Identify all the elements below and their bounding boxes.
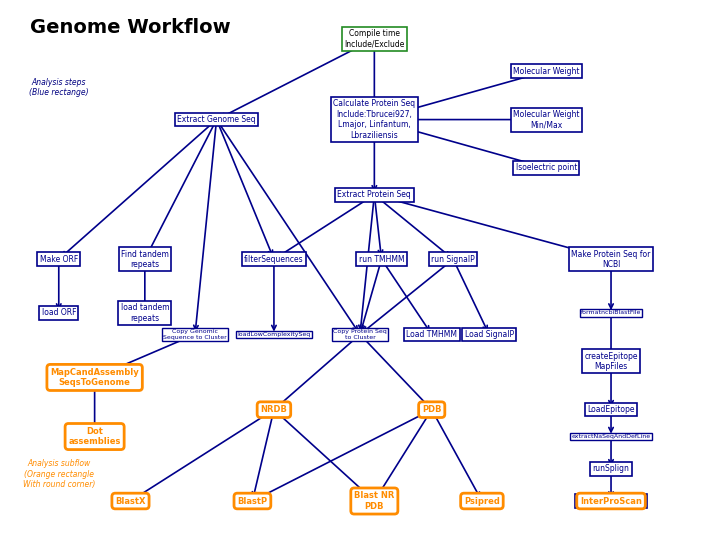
Text: runSplign: runSplign [593,464,629,473]
Text: Analysis steps
(Blue rectange): Analysis steps (Blue rectange) [29,78,89,97]
Text: BlastX: BlastX [115,496,145,505]
Text: Load TMHMM: Load TMHMM [406,330,457,339]
Text: Calculate Protein Seq
Include:Tbrucei927,
Lmajor, Linfantum,
Lbraziliensis: Calculate Protein Seq Include:Tbrucei927… [333,99,415,140]
Text: filterSequences: filterSequences [244,255,304,264]
Text: InterProScan: InterProScan [580,496,642,505]
Text: load tandem
repeats: load tandem repeats [120,303,169,323]
Text: Genome Workflow: Genome Workflow [30,17,230,37]
Text: formatncbiBlastFile: formatncbiBlastFile [581,310,642,315]
Text: Isoelectric point: Isoelectric point [516,164,577,172]
Text: Extract Genome Seq: Extract Genome Seq [177,115,256,124]
Text: Molecular Weight
Min/Max: Molecular Weight Min/Max [513,110,580,129]
Text: load ORF: load ORF [42,308,76,318]
Text: loadLowComplexitySeq: loadLowComplexitySeq [238,332,310,337]
Text: Make ORF: Make ORF [40,255,78,264]
Text: createEpitope
MapFiles: createEpitope MapFiles [584,352,638,371]
Text: Psipred: Psipred [464,496,500,505]
Text: extractNaSeqAndDefLine: extractNaSeqAndDefLine [572,434,651,439]
Text: Extract Protein Seq: Extract Protein Seq [338,190,411,199]
Text: NRDB: NRDB [261,405,287,414]
Text: Find tandem
repeats: Find tandem repeats [121,249,168,269]
Text: Compile time
Include/Exclude: Compile time Include/Exclude [344,29,405,49]
Text: MapCandAssembly
SeqsToGenome: MapCandAssembly SeqsToGenome [50,368,139,387]
Text: run TMHMM: run TMHMM [359,255,405,264]
Text: loadSplignResults: loadSplignResults [577,496,645,505]
Text: run SignalP: run SignalP [431,255,475,264]
Text: Copy Protein Seq
to Cluster: Copy Protein Seq to Cluster [333,329,387,340]
Text: Copy Genomic
Sequence to Cluster: Copy Genomic Sequence to Cluster [163,329,227,340]
Text: Dot
assemblies: Dot assemblies [68,427,121,446]
Text: Molecular Weight: Molecular Weight [513,67,580,76]
Text: Load SignalP: Load SignalP [464,330,513,339]
Text: Make Protein Seq for
NCBI: Make Protein Seq for NCBI [572,249,651,269]
Text: Blast NR
PDB: Blast NR PDB [354,491,395,511]
Text: PDB: PDB [422,405,441,414]
Text: LoadEpitope: LoadEpitope [588,405,635,414]
Text: BlastP: BlastP [238,496,267,505]
Text: Analysis subflow
(Orange rectangle
With round corner): Analysis subflow (Orange rectangle With … [22,459,95,489]
